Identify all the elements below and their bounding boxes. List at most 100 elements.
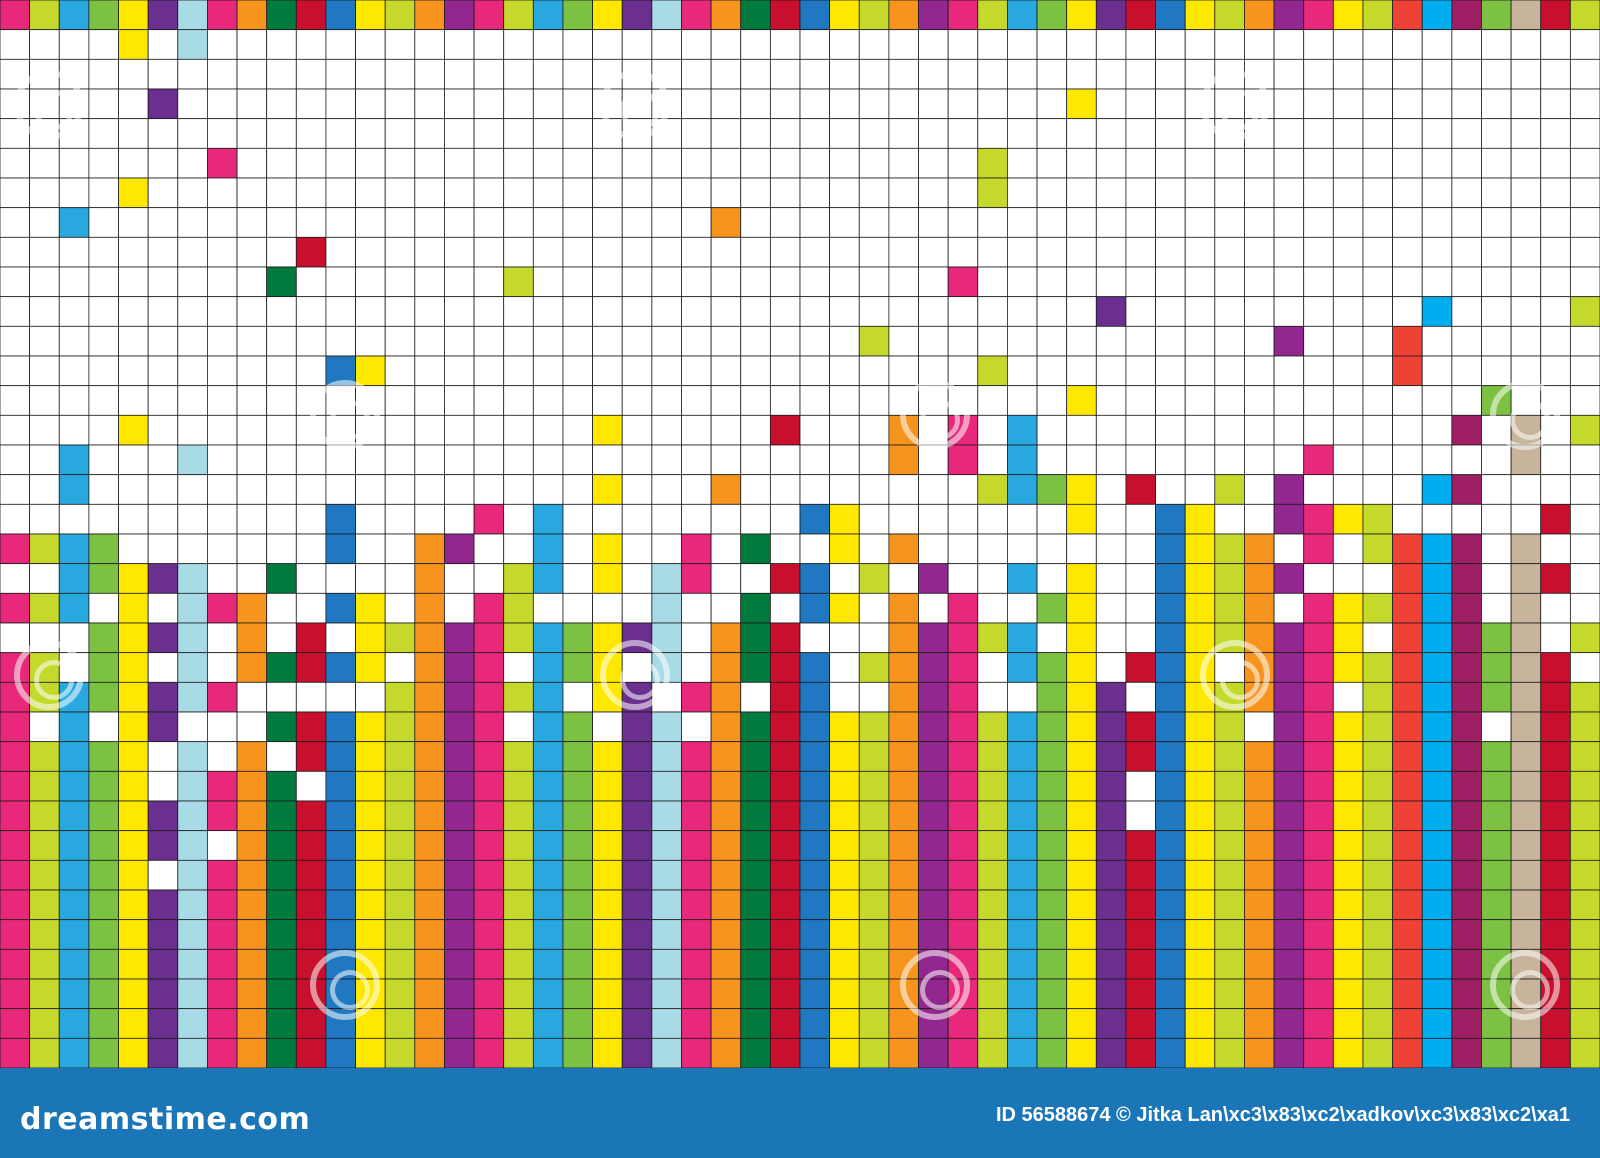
grid-cell bbox=[1273, 681, 1305, 713]
grid-cell bbox=[1066, 622, 1097, 654]
grid-cell bbox=[503, 177, 534, 209]
grid-cell bbox=[1007, 266, 1038, 298]
grid-cell bbox=[1451, 355, 1482, 387]
grid-cell bbox=[918, 88, 949, 120]
grid-cell bbox=[1214, 652, 1245, 683]
grid-cell bbox=[1362, 622, 1393, 654]
grid-cell bbox=[592, 118, 623, 149]
grid-cell bbox=[740, 266, 771, 298]
grid-cell bbox=[1007, 236, 1038, 268]
grid-cell bbox=[1421, 741, 1453, 772]
grid-cell bbox=[829, 147, 860, 179]
grid-cell bbox=[888, 889, 919, 921]
grid-cell bbox=[799, 444, 831, 476]
grid-cell bbox=[1244, 444, 1275, 476]
grid-cell bbox=[829, 0, 860, 31]
grid-cell bbox=[1332, 414, 1364, 446]
grid-cell bbox=[829, 592, 860, 624]
grid-cell bbox=[118, 948, 149, 980]
grid-cell bbox=[740, 29, 771, 60]
grid-cell bbox=[1036, 1008, 1068, 1039]
grid-cell bbox=[1392, 681, 1423, 713]
grid-cell bbox=[1569, 88, 1600, 120]
grid-cell bbox=[177, 266, 208, 298]
grid-cell bbox=[621, 681, 653, 713]
grid-cell bbox=[58, 88, 90, 120]
grid-cell bbox=[1451, 800, 1482, 832]
grid-cell bbox=[325, 266, 356, 298]
grid-cell bbox=[1540, 800, 1571, 832]
grid-cell bbox=[88, 207, 119, 238]
grid-cell bbox=[444, 800, 475, 832]
grid-cell bbox=[710, 177, 742, 209]
grid-cell bbox=[1036, 236, 1068, 268]
grid-cell bbox=[1184, 88, 1216, 120]
grid-cell bbox=[1332, 385, 1364, 416]
grid-cell bbox=[562, 58, 593, 90]
grid-cell bbox=[562, 741, 593, 772]
grid-cell bbox=[1125, 474, 1156, 505]
grid-cell bbox=[1540, 770, 1571, 802]
grid-cell bbox=[1362, 889, 1393, 921]
grid-cell bbox=[177, 444, 208, 476]
grid-cell bbox=[1095, 385, 1127, 416]
grid-cells bbox=[0, 0, 1600, 1068]
grid-cell bbox=[562, 859, 593, 891]
grid-cell bbox=[325, 0, 356, 31]
grid-cell bbox=[592, 325, 623, 357]
grid-cell bbox=[236, 236, 268, 268]
grid-cell bbox=[355, 503, 386, 535]
grid-cell bbox=[236, 741, 268, 772]
grid-cell bbox=[325, 147, 356, 179]
grid-cell bbox=[977, 207, 1008, 238]
grid-cell bbox=[1095, 236, 1127, 268]
grid-cell bbox=[829, 325, 860, 357]
grid-cell bbox=[29, 830, 60, 861]
grid-cell bbox=[295, 830, 327, 861]
grid-cell bbox=[1125, 325, 1156, 357]
grid-cell bbox=[681, 770, 712, 802]
grid-cell bbox=[1362, 592, 1393, 624]
grid-cell bbox=[1244, 1008, 1275, 1039]
grid-cell bbox=[977, 147, 1008, 179]
grid-cell bbox=[858, 444, 890, 476]
grid-cell bbox=[177, 385, 208, 416]
grid-cell bbox=[562, 0, 593, 31]
grid-cell bbox=[829, 681, 860, 713]
grid-cell bbox=[1303, 1037, 1334, 1068]
grid-cell bbox=[1451, 58, 1482, 90]
grid-cell bbox=[947, 474, 979, 505]
grid-cell bbox=[1036, 503, 1068, 535]
grid-cell bbox=[1481, 207, 1512, 238]
grid-cell bbox=[1451, 236, 1482, 268]
grid-cell bbox=[769, 296, 801, 327]
grid-cell bbox=[1184, 533, 1216, 565]
grid-cell bbox=[681, 355, 712, 387]
grid-cell bbox=[799, 859, 831, 891]
grid-cell bbox=[651, 859, 682, 891]
grid-cell bbox=[355, 741, 386, 772]
grid-cell bbox=[888, 1008, 919, 1039]
grid-cell bbox=[295, 266, 327, 298]
grid-cell bbox=[1510, 503, 1542, 535]
grid-cell bbox=[325, 622, 356, 654]
grid-cell bbox=[503, 770, 534, 802]
grid-cell bbox=[769, 889, 801, 921]
grid-cell bbox=[384, 147, 416, 179]
grid-cell bbox=[710, 978, 742, 1010]
grid-cell bbox=[1244, 800, 1275, 832]
grid-cell bbox=[207, 207, 238, 238]
grid-cell bbox=[829, 889, 860, 921]
grid-cell bbox=[1007, 88, 1038, 120]
grid-cell bbox=[858, 800, 890, 832]
grid-cell bbox=[1510, 474, 1542, 505]
grid-cell bbox=[710, 0, 742, 31]
grid-cell bbox=[88, 444, 119, 476]
grid-cell bbox=[769, 236, 801, 268]
grid-cell bbox=[1510, 919, 1542, 950]
grid-cell bbox=[1007, 325, 1038, 357]
grid-cell bbox=[740, 58, 771, 90]
grid-cell bbox=[1481, 503, 1512, 535]
grid-cell bbox=[0, 414, 31, 446]
grid-cell bbox=[473, 207, 505, 238]
